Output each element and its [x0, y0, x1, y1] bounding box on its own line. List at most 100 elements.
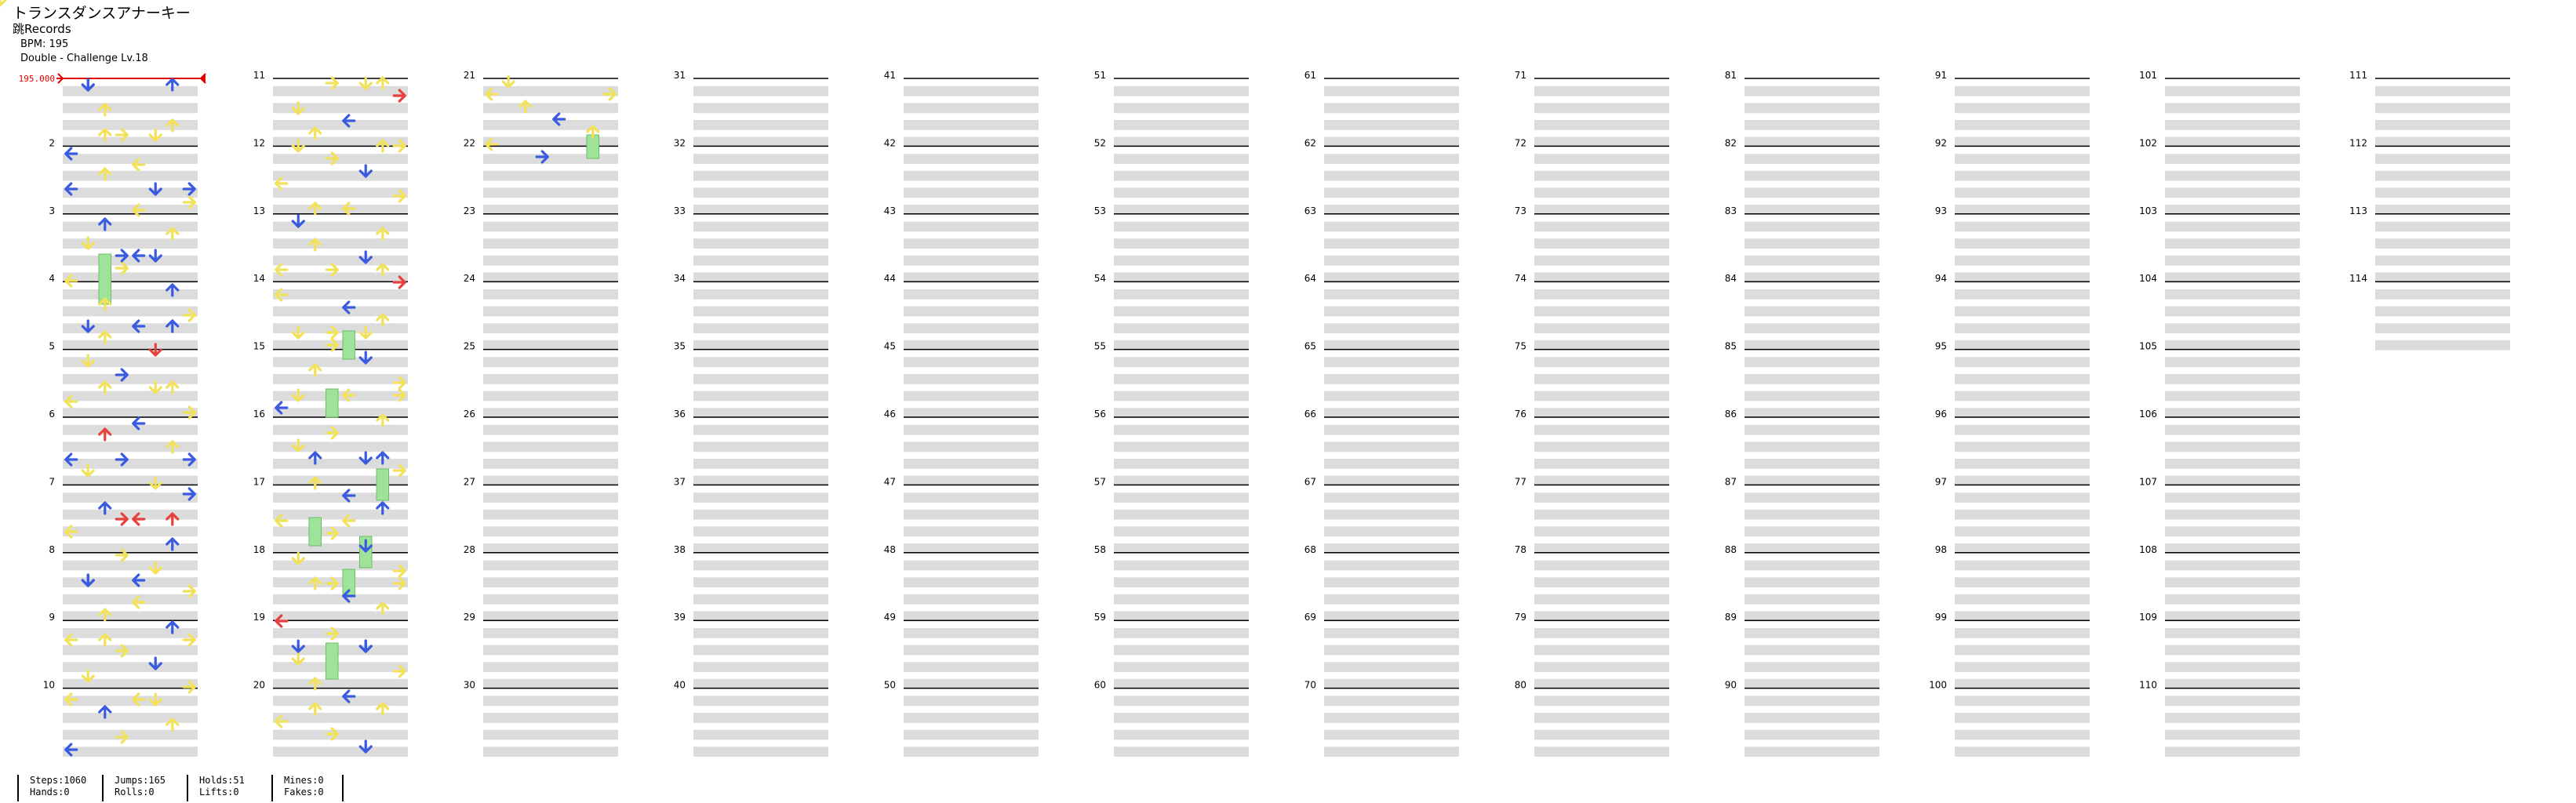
arrow-shape [342, 589, 356, 603]
step-arrow [392, 275, 406, 289]
beat-band [1955, 594, 2090, 605]
arrow-shape [308, 702, 322, 716]
measure-number: 47 [884, 476, 896, 487]
measure-number: 95 [1935, 341, 1947, 352]
measure-number: 24 [464, 273, 475, 284]
beat-band [2165, 577, 2300, 587]
beat-band [693, 357, 828, 368]
beat-band [273, 85, 408, 96]
measure-number: 92 [1935, 137, 1947, 148]
arrow-shape [98, 427, 112, 441]
arrow-shape [358, 739, 373, 754]
beat-band [1955, 441, 2090, 452]
beat-band [1534, 408, 1669, 418]
beat-band [904, 747, 1039, 757]
arrow-shape [132, 692, 146, 707]
measure-number: 6 [49, 409, 55, 420]
arrow-shape [308, 677, 322, 691]
measure-number: 20 [253, 680, 265, 691]
beat-band [483, 628, 618, 638]
measure-number: 86 [1725, 409, 1737, 420]
step-arrow [342, 300, 356, 314]
beat-band [273, 729, 408, 740]
step-arrow [325, 627, 339, 641]
beat-band [1745, 306, 1879, 317]
beat-band [904, 85, 1039, 96]
step-arrow [0, 0, 7, 7]
beat-band [1114, 187, 1249, 198]
step-arrow [291, 652, 305, 666]
beat-band [2165, 441, 2300, 452]
beat-band [273, 662, 408, 672]
stat-lifts: Lifts:0 [199, 787, 239, 798]
beat-band [63, 205, 198, 215]
beat-band [1324, 306, 1459, 317]
beat-band [273, 221, 408, 232]
beat-band [483, 459, 618, 469]
step-arrow [358, 250, 373, 264]
step-arrow [81, 463, 95, 478]
arrow-shape [342, 489, 356, 503]
arrow-shape [166, 283, 180, 297]
beat-band [904, 662, 1039, 672]
beat-band [1324, 103, 1459, 114]
arrow-shape [342, 689, 356, 703]
step-arrow [148, 561, 162, 575]
beat-band [483, 696, 618, 707]
beat-band [63, 526, 198, 537]
step-arrow [325, 151, 339, 165]
beat-band [1955, 696, 2090, 707]
beat-band [273, 611, 408, 622]
beat-band [63, 509, 198, 520]
arrow-shape [376, 227, 390, 241]
beat-band [2165, 120, 2300, 130]
measure-number: 16 [253, 409, 265, 420]
step-arrow [275, 514, 289, 528]
beat-band [1534, 509, 1669, 520]
arrow-shape [342, 514, 356, 528]
arrow-shape [392, 463, 406, 478]
beat-band [1534, 289, 1669, 300]
beat-band [63, 238, 198, 249]
beat-band [1114, 85, 1249, 96]
beat-band [1955, 391, 2090, 402]
step-arrow [166, 620, 180, 634]
beat-band [693, 560, 828, 571]
beat-band [1324, 696, 1459, 707]
beat-band [904, 221, 1039, 232]
stat-cell: Steps:1060 Hands:0 [17, 775, 86, 801]
beat-band [1114, 645, 1249, 656]
beat-band [693, 747, 828, 757]
beat-band [273, 323, 408, 333]
step-arrow [182, 487, 196, 501]
arrow-shape [342, 300, 356, 314]
beat-band [2165, 713, 2300, 723]
arrow-shape [182, 487, 196, 501]
beat-band [2165, 374, 2300, 384]
beat-band [1114, 747, 1249, 757]
arrow-shape [485, 87, 499, 101]
beat-band [1534, 391, 1669, 402]
arrow-shape [64, 525, 78, 539]
measure-number: 18 [253, 544, 265, 555]
arrow-shape [325, 338, 339, 352]
beat-band [1955, 170, 2090, 181]
step-arrow [81, 319, 95, 333]
beat-band [1324, 187, 1459, 198]
beat-band [1534, 85, 1669, 96]
beat-band [904, 187, 1039, 198]
beat-band [2165, 526, 2300, 537]
beat-band [273, 340, 408, 351]
beat-band [1534, 628, 1669, 638]
measure-number: 74 [1515, 273, 1526, 284]
measure-number: 100 [1929, 680, 1947, 691]
beat-band [2165, 475, 2300, 486]
arrow-shape [392, 388, 406, 402]
arrow-shape [291, 214, 305, 228]
beat-band [2165, 154, 2300, 164]
step-arrow [98, 217, 112, 231]
arrow-shape [148, 249, 162, 263]
arrow-shape [64, 633, 78, 647]
beat-band [273, 543, 408, 554]
beat-band [1534, 696, 1669, 707]
